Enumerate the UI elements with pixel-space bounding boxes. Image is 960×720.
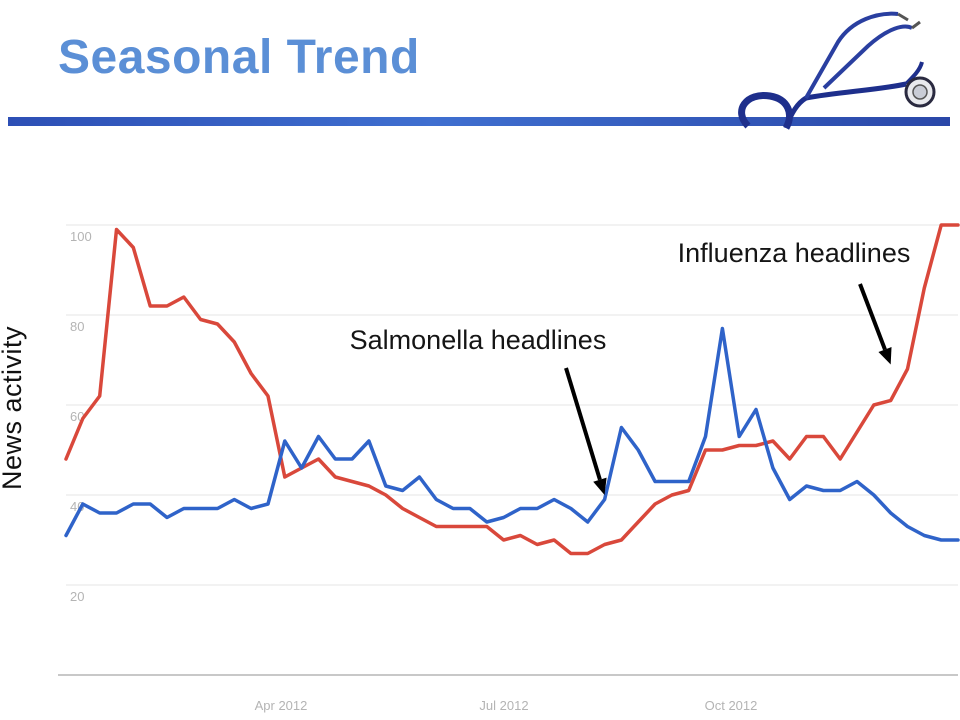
y-axis-label: News activity [0, 326, 27, 490]
y-tick-label: 20 [70, 589, 84, 604]
x-tick-label: Apr 2012 [255, 698, 308, 713]
x-tick-labels: Apr 2012 Jul 2012 Oct 2012 [255, 698, 758, 713]
annotation-arrow [564, 367, 602, 481]
chart-grid [66, 224, 958, 586]
slide-title: Seasonal Trend [58, 31, 420, 84]
stethoscope-icon [738, 11, 936, 130]
annotation-arrow [858, 283, 887, 351]
series-line-0 [64, 223, 960, 556]
title-divider [8, 117, 950, 126]
series-lines [64, 223, 960, 556]
x-tick-label: Oct 2012 [705, 698, 758, 713]
annotation-arrowhead [878, 347, 892, 365]
annotation-arrowhead [593, 477, 607, 495]
series-line-1 [64, 326, 960, 542]
annotation-label: Influenza headlines [678, 238, 911, 268]
y-tick-label: 80 [70, 319, 84, 334]
chart-annotations: Salmonella headlines Influenza headlines [350, 238, 911, 495]
y-tick-label: 100 [70, 229, 92, 244]
x-tick-label: Jul 2012 [479, 698, 528, 713]
annotation-label: Salmonella headlines [350, 325, 607, 355]
